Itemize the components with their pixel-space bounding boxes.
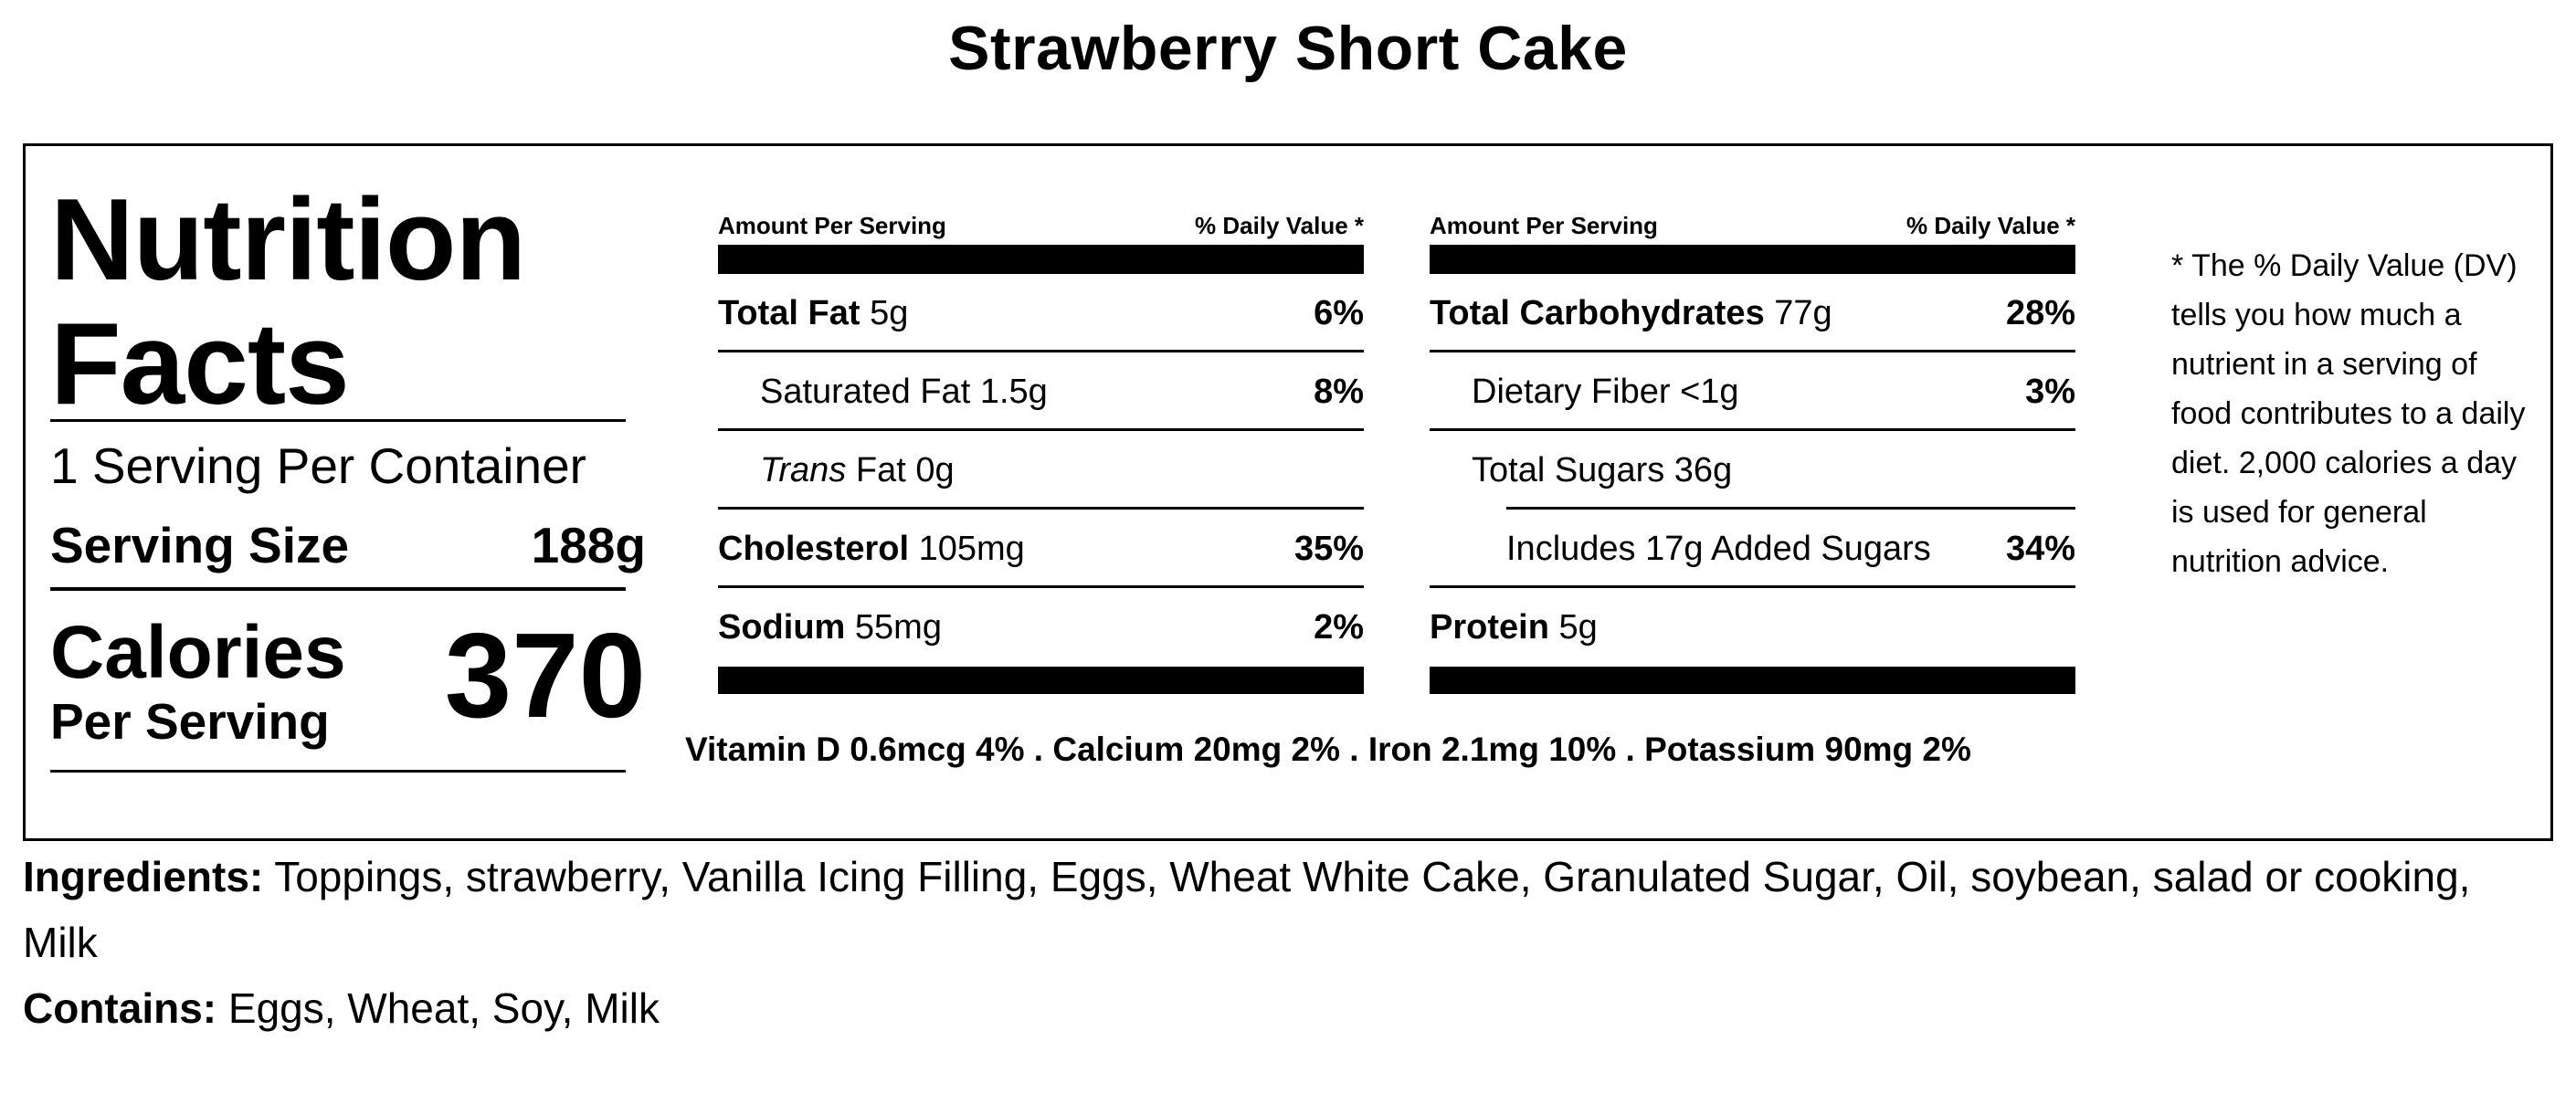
nutrient-row-cholesterol: Cholesterol 105mg 35% bbox=[718, 510, 1364, 588]
nutrient-dv: 34% bbox=[2005, 530, 2075, 568]
nutrient-amount: 77g bbox=[1774, 294, 1832, 332]
nutrient-amount: 0g bbox=[915, 451, 955, 489]
nutrient-row-sodium: Sodium 55mg 2% bbox=[718, 588, 1364, 667]
nutrition-facts-heading: Nutrition Facts bbox=[50, 174, 526, 428]
heading-line-1: Nutrition bbox=[50, 174, 526, 304]
calories-label: Calories bbox=[50, 611, 346, 694]
vitamins-minerals-line: Vitamin D 0.6mcg 4% . Calcium 20mg 2% . … bbox=[685, 731, 1971, 768]
recipe-title: Strawberry Short Cake bbox=[948, 14, 1628, 83]
thick-rule bbox=[718, 245, 1364, 274]
nutrition-facts-panel: Nutrition Facts 1 Serving Per Container … bbox=[23, 143, 2553, 841]
table-header: Amount Per Serving % Daily Value * bbox=[718, 212, 1364, 245]
nutrient-name: Fat bbox=[855, 451, 906, 489]
nutrient-name: Total Fat bbox=[718, 294, 860, 332]
nutrient-row-dietary-fiber: Dietary Fiber <1g 3% bbox=[1430, 352, 2075, 431]
nutrient-row-added-sugars: Includes 17g Added Sugars 34% bbox=[1430, 510, 2075, 588]
nutrient-amount: 105mg bbox=[918, 530, 1025, 568]
servings-per-container: 1 Serving Per Container bbox=[50, 437, 586, 494]
nutrient-amount: <1g bbox=[1680, 373, 1739, 411]
nutrient-name: Total Carbohydrates bbox=[1430, 294, 1765, 332]
amount-per-serving-header: Amount Per Serving bbox=[1430, 212, 1658, 239]
table-header: Amount Per Serving % Daily Value * bbox=[1430, 212, 2075, 245]
calories-value: 370 bbox=[444, 608, 646, 742]
nutrient-amount: 55mg bbox=[854, 608, 942, 647]
nutrient-dv: 6% bbox=[1314, 294, 1364, 332]
nutrient-name: Includes 17g Added Sugars bbox=[1506, 530, 1931, 568]
nutrient-dv: 8% bbox=[1314, 373, 1364, 411]
nutrient-row-total-fat: Total Fat 5g 6% bbox=[718, 274, 1364, 352]
nutrient-amount: 36g bbox=[1673, 451, 1733, 489]
heading-line-2: Facts bbox=[50, 299, 350, 428]
ingredients-label: Ingredients: bbox=[23, 853, 264, 900]
nutrient-name: Saturated Fat bbox=[760, 373, 971, 411]
nutrient-table-left: Amount Per Serving % Daily Value * Total… bbox=[718, 212, 1364, 694]
nutrient-table-right: Amount Per Serving % Daily Value * Total… bbox=[1430, 212, 2075, 694]
contains-text: Eggs, Wheat, Soy, Milk bbox=[227, 984, 660, 1032]
nutrient-row-trans-fat: Trans Fat 0g bbox=[718, 431, 1364, 510]
nutrient-name: Cholesterol bbox=[718, 530, 910, 568]
amount-per-serving-header: Amount Per Serving bbox=[718, 212, 946, 239]
daily-value-header: % Daily Value * bbox=[1195, 212, 1364, 239]
calories-sub-label: Per Serving bbox=[50, 693, 330, 750]
daily-value-header: % Daily Value * bbox=[1906, 212, 2075, 239]
allergen-statement: Contains: Eggs, Wheat, Soy, Milk bbox=[23, 975, 660, 1041]
divider bbox=[50, 419, 626, 422]
nutrient-row-total-carbohydrates: Total Carbohydrates 77g 28% bbox=[1430, 274, 2075, 352]
nutrient-dv: 28% bbox=[2005, 294, 2075, 332]
nutrient-dv: 3% bbox=[2025, 373, 2075, 411]
nutrient-name: Sodium bbox=[718, 608, 846, 647]
divider bbox=[50, 587, 626, 591]
nutrient-amount: 5g bbox=[870, 294, 909, 332]
serving-size-label: Serving Size bbox=[50, 517, 350, 573]
nutrient-row-total-sugars: Total Sugars 36g bbox=[1430, 431, 2075, 510]
divider bbox=[50, 770, 626, 773]
nutrient-name: Dietary Fiber bbox=[1472, 373, 1671, 411]
daily-value-footnote: * The % Daily Value (DV) tells you how m… bbox=[2171, 248, 2526, 579]
thick-rule bbox=[1430, 667, 2075, 694]
nutrient-name-italic: Trans bbox=[760, 451, 847, 489]
thick-rule bbox=[718, 667, 1364, 694]
nutrient-dv: 35% bbox=[1293, 530, 1364, 568]
nutrient-amount: 5g bbox=[1558, 608, 1598, 647]
thick-rule bbox=[1430, 245, 2075, 274]
ingredients-statement: Ingredients: Toppings, strawberry, Vanil… bbox=[23, 844, 2553, 975]
nutrient-name: Total Sugars bbox=[1472, 451, 1665, 489]
nutrient-dv: 2% bbox=[1314, 608, 1364, 647]
nutrient-row-saturated-fat: Saturated Fat 1.5g 8% bbox=[718, 352, 1364, 431]
nutrient-amount: 1.5g bbox=[979, 373, 1048, 411]
ingredients-text: Toppings, strawberry, Vanilla Icing Fill… bbox=[23, 853, 2471, 966]
nutrient-name: Protein bbox=[1430, 608, 1549, 647]
serving-size-value: 188g bbox=[531, 517, 646, 573]
contains-label: Contains: bbox=[23, 984, 217, 1032]
nutrient-row-protein: Protein 5g bbox=[1430, 588, 2075, 667]
